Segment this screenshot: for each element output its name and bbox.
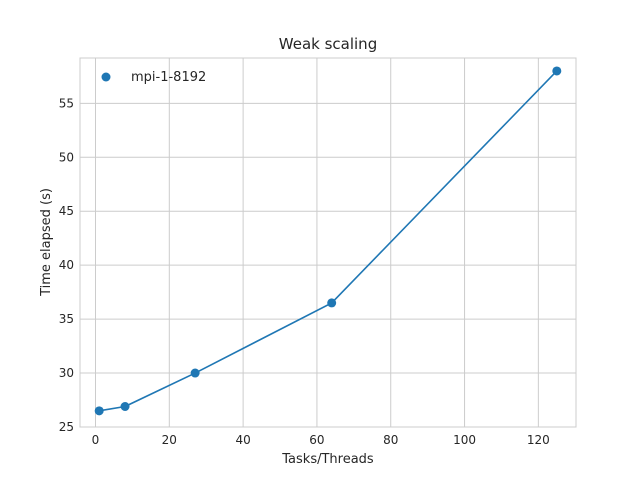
legend-marker xyxy=(101,72,111,82)
data-point-0-1 xyxy=(120,402,130,411)
y-tick-label-5: 50 xyxy=(59,150,74,164)
y-tick-label-3: 40 xyxy=(59,258,74,272)
series-layer xyxy=(94,66,562,416)
tick-labels: 0 20 40 60 80 100 120 25 30 35 40 45 50 55 xyxy=(59,96,550,447)
legend-label: mpi-1-8192 xyxy=(131,70,206,85)
data-point-0-4 xyxy=(552,66,562,76)
legend: mpi-1-8192 xyxy=(101,70,206,85)
x-tick-label-3: 60 xyxy=(309,433,324,447)
chart-title: Weak scaling xyxy=(279,35,377,53)
y-tick-label-2: 35 xyxy=(59,312,74,326)
x-tick-label-2: 40 xyxy=(235,433,250,447)
x-axis-label: Tasks/Threads xyxy=(281,452,374,467)
plot-frame xyxy=(79,57,577,428)
x-tick-label-6: 120 xyxy=(527,433,550,447)
x-tick-label-5: 100 xyxy=(453,433,476,447)
y-axis-label: Time elapsed (s) xyxy=(39,188,54,297)
y-tick-label-1: 30 xyxy=(59,366,74,380)
x-tick-label-0: 0 xyxy=(92,433,100,447)
y-tick-label-4: 45 xyxy=(59,204,74,218)
x-tick-label-4: 80 xyxy=(383,433,398,447)
x-tick-label-1: 20 xyxy=(162,433,177,447)
data-point-0-3 xyxy=(327,298,337,308)
y-tick-label-0: 25 xyxy=(59,420,74,434)
plot-border xyxy=(79,57,577,428)
y-tick-label-6: 55 xyxy=(59,96,74,110)
data-point-0-0 xyxy=(94,406,104,416)
plot-area xyxy=(80,58,576,427)
data-point-0-2 xyxy=(190,368,200,378)
